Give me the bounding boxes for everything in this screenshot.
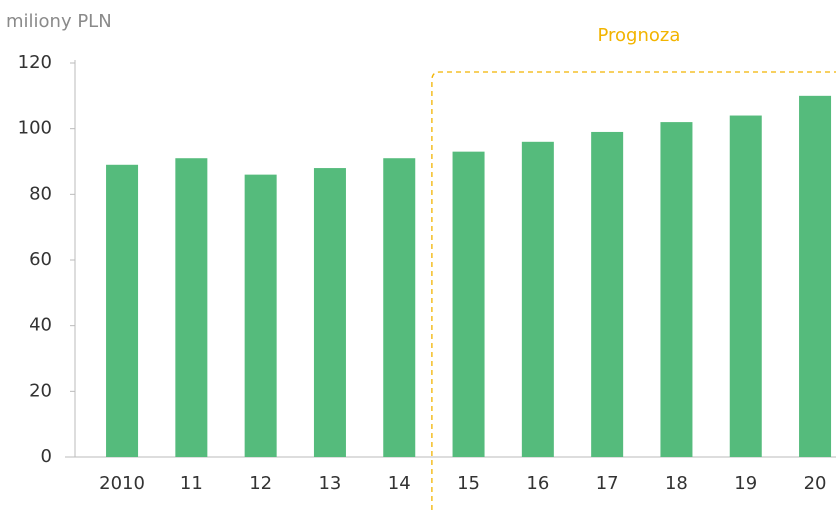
- x-tick-label: 19: [734, 473, 757, 494]
- x-tick-label: 11: [180, 473, 203, 494]
- x-tick-label: 14: [388, 473, 411, 494]
- x-tick-label: 12: [249, 473, 272, 494]
- bar: [729, 115, 762, 458]
- bar: [313, 168, 346, 458]
- bar: [521, 141, 554, 458]
- y-tick-label: 0: [41, 446, 52, 467]
- bar: [591, 131, 624, 457]
- bar: [175, 158, 208, 457]
- x-tick-label: 16: [526, 473, 549, 494]
- x-tick-label: 2010: [99, 473, 145, 494]
- x-tick-label: 17: [596, 473, 619, 494]
- bar: [383, 158, 416, 457]
- bar: [452, 151, 485, 457]
- y-tick-label: 60: [29, 249, 52, 270]
- x-tick-label: 18: [665, 473, 688, 494]
- bar: [244, 174, 277, 457]
- bar: [106, 164, 139, 458]
- x-tick-label: 13: [318, 473, 341, 494]
- forecast-box: [431, 71, 836, 510]
- x-tick-label: 15: [457, 473, 480, 494]
- x-tick-label: 20: [804, 473, 827, 494]
- bar: [799, 95, 832, 457]
- y-axis-label: miliony PLN: [6, 11, 112, 32]
- annotation: Prognoza: [598, 25, 681, 46]
- y-tick-label: 100: [18, 118, 52, 139]
- y-tick-label: 120: [18, 52, 52, 73]
- y-tick-label: 40: [29, 315, 52, 336]
- y-tick-label: 80: [29, 183, 52, 204]
- y-tick-label: 20: [29, 380, 52, 401]
- bar: [660, 122, 693, 457]
